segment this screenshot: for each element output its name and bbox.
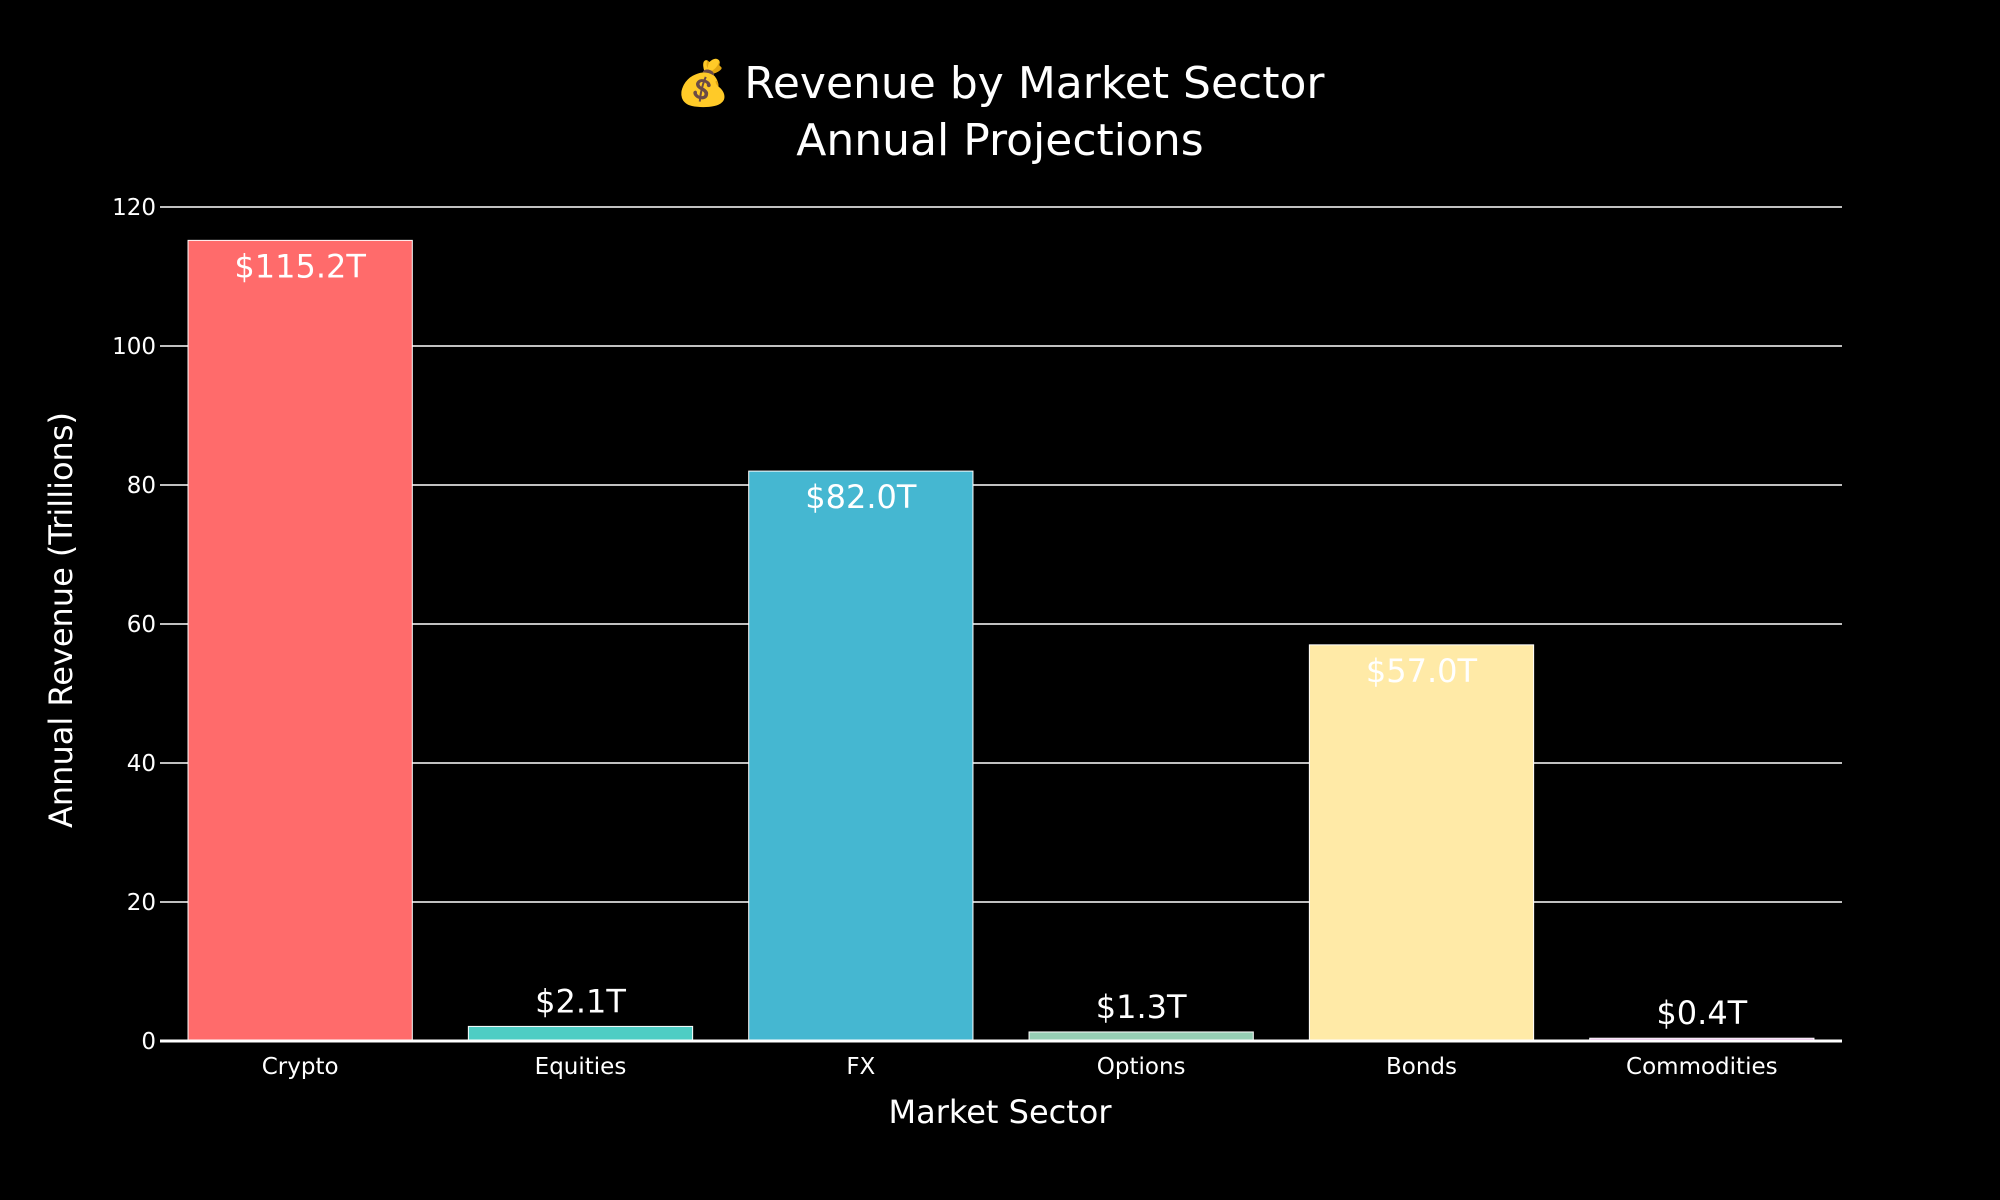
bar-bonds[interactable] xyxy=(1308,644,1535,1042)
data-label: $0.4T xyxy=(1656,994,1747,1032)
bar-fx[interactable] xyxy=(748,470,974,1042)
bar-data-labels: $115.2T $2.1T $82.0T $1.3T $57.0T $0.4T xyxy=(234,247,1747,1032)
y-tick-label: 120 xyxy=(112,195,156,221)
y-tick-label: 20 xyxy=(127,890,156,916)
y-tick-label: 80 xyxy=(127,473,156,499)
x-axis-title: Market Sector xyxy=(888,1093,1112,1131)
x-axis-ticks: Crypto Equities FX Options Bonds Commodities xyxy=(262,1054,1778,1080)
x-tick-label: Equities xyxy=(535,1054,627,1080)
data-label: $57.0T xyxy=(1366,652,1478,690)
x-tick-label: Bonds xyxy=(1386,1054,1457,1080)
y-axis-title: Annual Revenue (Trillions) xyxy=(42,412,80,828)
y-tick-label: 100 xyxy=(112,334,156,360)
x-tick-label: FX xyxy=(846,1054,875,1080)
y-axis-ticks: 0 20 40 60 80 100 120 xyxy=(112,195,156,1055)
bar-crypto[interactable] xyxy=(187,239,413,1042)
data-label: $82.0T xyxy=(805,478,917,516)
data-label: $115.2T xyxy=(234,247,366,285)
data-label: $2.1T xyxy=(535,982,626,1020)
x-tick-label: Crypto xyxy=(262,1054,339,1080)
chart-title: 💰 Revenue by Market Sector xyxy=(675,58,1325,109)
bar-equities[interactable] xyxy=(467,1025,694,1042)
data-label: $1.3T xyxy=(1096,988,1187,1026)
y-tick-label: 40 xyxy=(127,751,156,777)
x-tick-label: Options xyxy=(1097,1054,1186,1080)
chart-subtitle: Annual Projections xyxy=(796,115,1203,166)
gridlines xyxy=(160,206,1842,903)
y-tick-label: 60 xyxy=(127,612,156,638)
y-tick-label: 0 xyxy=(141,1029,156,1055)
bars xyxy=(187,239,1815,1042)
x-tick-label: Commodities xyxy=(1626,1054,1778,1080)
